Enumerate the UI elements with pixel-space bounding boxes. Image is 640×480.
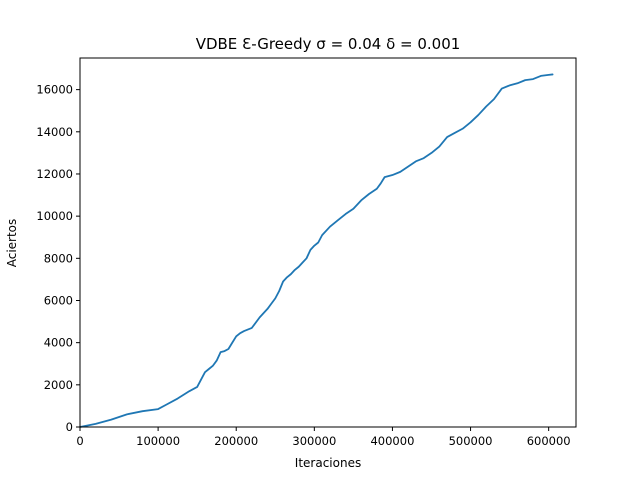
y-tick-label: 4000 [44,336,73,350]
y-axis-label: Aciertos [5,219,19,268]
x-tick-label: 200000 [214,434,258,448]
series-line-0 [79,73,554,428]
y-tick-label: 14000 [36,125,73,139]
plot-area [79,57,577,428]
y-tick-label: 0 [66,420,73,434]
x-axis-label: Iteraciones [295,456,361,470]
y-tick-label: 12000 [36,167,73,181]
x-tick-label: 0 [76,434,83,448]
y-tick-label: 8000 [44,251,73,265]
axes-frame [79,57,577,428]
x-tick-label: 300000 [292,434,336,448]
y-tick-label: 16000 [36,83,73,97]
y-axis-ticks: 0 2000 4000 6000 8000 10000 12000 14000 16000 [36,83,80,434]
y-tick-label: 6000 [44,293,73,307]
x-axis-ticks: 0 100000 200000 300000 400000 500000 600000 [76,427,571,448]
x-tick-label: 400000 [370,434,414,448]
x-tick-label: 100000 [136,434,180,448]
chart-title: VDBE Ɛ-Greedy σ = 0.04 δ = 0.001 [196,35,461,53]
y-tick-label: 2000 [44,378,73,392]
x-tick-label: 500000 [449,434,493,448]
x-tick-label: 600000 [527,434,571,448]
y-tick-label: 10000 [36,209,73,223]
